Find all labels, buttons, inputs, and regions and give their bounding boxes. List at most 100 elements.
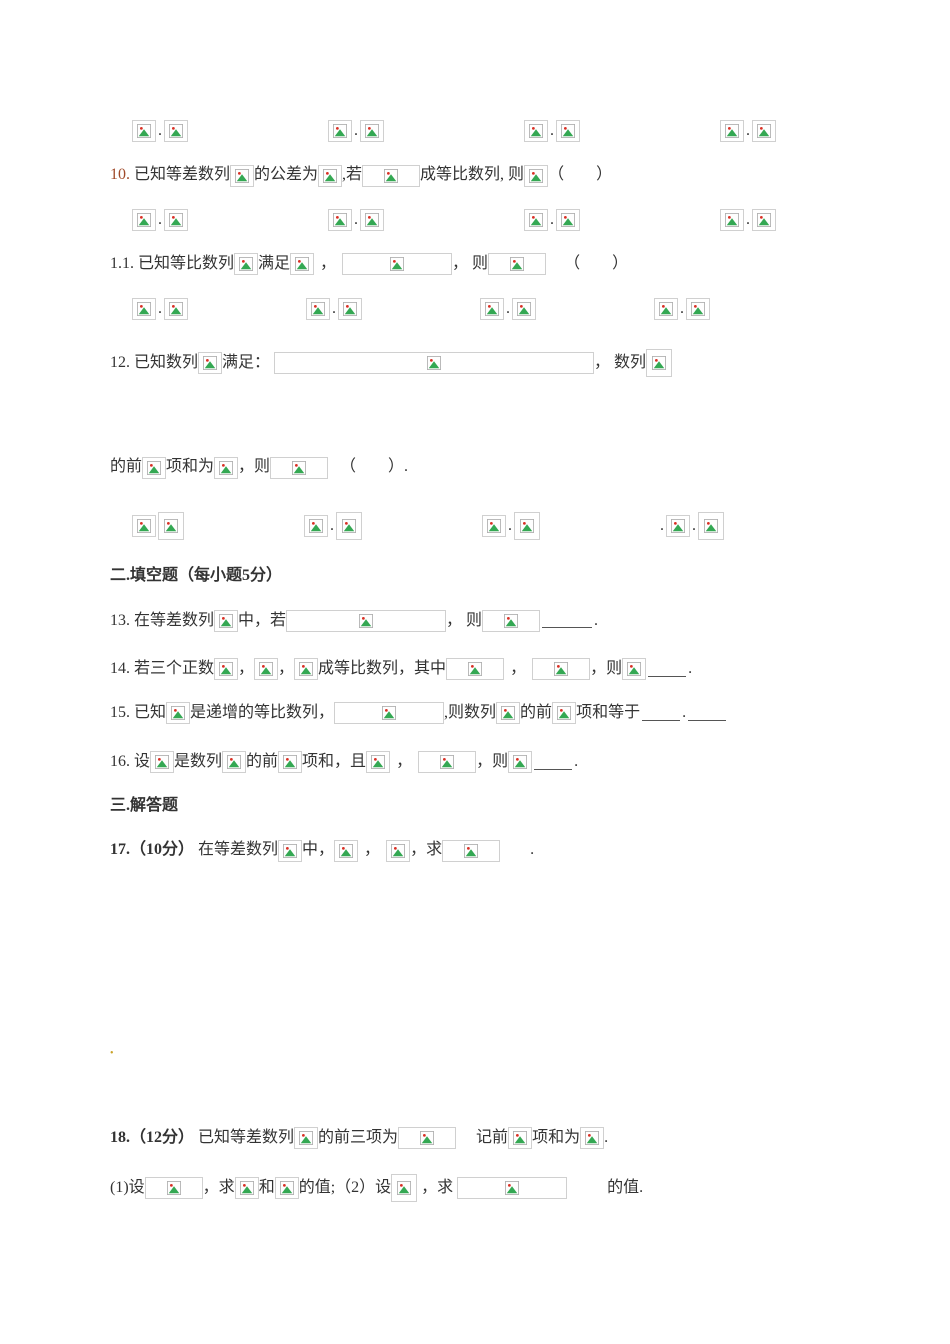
q17-t1: 在等差数列 bbox=[198, 835, 278, 865]
q16-t2: 是数列 bbox=[174, 747, 222, 777]
q13-t1: 在等差数列 bbox=[134, 606, 214, 636]
blank bbox=[542, 613, 592, 628]
q11-t5: （ ） bbox=[564, 249, 628, 279]
placeholder-icon bbox=[482, 610, 540, 632]
q12-l2b: 项和为 bbox=[166, 452, 214, 482]
placeholder-icon bbox=[362, 165, 420, 187]
q18-t5: . bbox=[604, 1123, 608, 1153]
q-top-options: . . . . bbox=[132, 116, 850, 146]
q12-text-2: 的前 项和为 ，则 （ ）. bbox=[110, 452, 850, 482]
q12-options: . . .. bbox=[132, 511, 850, 541]
placeholder-icon bbox=[360, 120, 384, 142]
q15-t3: ,则数列 bbox=[444, 698, 496, 728]
placeholder-icon bbox=[446, 658, 504, 680]
q18-p2b: 的值. bbox=[607, 1173, 643, 1203]
q10-opt-c: . bbox=[524, 205, 580, 235]
placeholder-icon bbox=[334, 840, 358, 862]
placeholder-icon bbox=[150, 751, 174, 773]
placeholder-icon bbox=[235, 1177, 259, 1199]
placeholder-icon bbox=[720, 209, 744, 231]
placeholder-icon bbox=[488, 253, 546, 275]
decorative-dot: • bbox=[110, 1044, 850, 1063]
q16-t5: ， bbox=[396, 747, 412, 777]
placeholder-icon bbox=[278, 751, 302, 773]
q17-t4: ，求 bbox=[410, 835, 442, 865]
q11-opt-b: . bbox=[306, 294, 362, 324]
placeholder-icon bbox=[391, 1174, 417, 1202]
q16-num: 16. bbox=[110, 747, 130, 777]
placeholder-icon bbox=[457, 1177, 567, 1199]
placeholder-icon bbox=[336, 512, 362, 540]
q14-t1: 若三个正数 bbox=[134, 654, 214, 684]
q17-num: 17.（10分） bbox=[110, 835, 194, 865]
placeholder-icon bbox=[294, 658, 318, 680]
q13-tail: . bbox=[594, 606, 598, 636]
placeholder-icon bbox=[234, 253, 258, 275]
placeholder-icon bbox=[214, 658, 238, 680]
q12-t2: 满足： bbox=[222, 348, 270, 378]
q10-options: . . . . bbox=[132, 205, 850, 235]
placeholder-icon bbox=[622, 658, 646, 680]
placeholder-icon bbox=[556, 209, 580, 231]
q15-t1: 已知 bbox=[134, 698, 166, 728]
q14-text: 14. 若三个正数 ， ， 成等比数列，其中 ， ，则 . bbox=[110, 654, 850, 684]
q10-t5: （ ） bbox=[548, 160, 612, 190]
q12-num: 12. bbox=[110, 348, 130, 378]
placeholder-icon bbox=[366, 751, 390, 773]
q10-text: 10. 已知等差数列 的公差为 ,若 成等比数列, 则 （ ） bbox=[110, 160, 850, 190]
placeholder-icon bbox=[698, 512, 724, 540]
q12-opt-a bbox=[132, 511, 184, 541]
placeholder-icon bbox=[686, 298, 710, 320]
q14-t3: ， bbox=[278, 654, 294, 684]
blank bbox=[688, 706, 726, 721]
q17-t2: 中， bbox=[302, 835, 334, 865]
placeholder-icon bbox=[360, 209, 384, 231]
placeholder-icon bbox=[654, 298, 678, 320]
q11-opt-a: . bbox=[132, 294, 188, 324]
placeholder-icon bbox=[254, 658, 278, 680]
q13-num: 13. bbox=[110, 606, 130, 636]
placeholder-icon bbox=[720, 120, 744, 142]
q10-t4: 成等比数列, 则 bbox=[420, 160, 524, 190]
q14-t6: ，则 bbox=[590, 654, 622, 684]
q14-num: 14. bbox=[110, 654, 130, 684]
placeholder-icon bbox=[318, 165, 342, 187]
placeholder-icon bbox=[514, 512, 540, 540]
q10-num: 10. bbox=[110, 160, 130, 190]
placeholder-icon bbox=[342, 253, 452, 275]
placeholder-icon bbox=[145, 1177, 203, 1199]
q12-opt-d: .. bbox=[660, 511, 724, 541]
placeholder-icon bbox=[328, 120, 352, 142]
opt-d: . bbox=[720, 116, 776, 146]
placeholder-icon bbox=[532, 658, 590, 680]
placeholder-icon bbox=[752, 120, 776, 142]
placeholder-icon bbox=[334, 702, 444, 724]
placeholder-icon bbox=[164, 298, 188, 320]
placeholder-icon bbox=[666, 515, 690, 537]
q18-parts: (1)设 ，求 和 的值;（2）设 ，求 的值. bbox=[110, 1173, 850, 1203]
q13-t2: 中，若 bbox=[238, 606, 286, 636]
placeholder-icon bbox=[164, 120, 188, 142]
q15-text: 15. 已知 是递增的等比数列， ,则数列 的前 项和等于 . bbox=[110, 698, 850, 728]
q11-opt-c: . bbox=[480, 294, 536, 324]
placeholder-icon bbox=[328, 209, 352, 231]
placeholder-icon bbox=[524, 120, 548, 142]
q18-t1: 已知等差数列 bbox=[198, 1123, 294, 1153]
placeholder-icon bbox=[508, 751, 532, 773]
placeholder-icon bbox=[164, 209, 188, 231]
placeholder-icon bbox=[496, 702, 520, 724]
q18-p1a: (1)设 bbox=[110, 1173, 145, 1203]
blank bbox=[648, 661, 686, 676]
placeholder-icon bbox=[646, 349, 672, 377]
q14-tail: . bbox=[688, 654, 692, 684]
q15-t2: 是递增的等比数列， bbox=[190, 698, 334, 728]
q11-t1: 已知等比数列 bbox=[138, 249, 234, 279]
placeholder-icon bbox=[274, 352, 594, 374]
q16-t6: ，则 bbox=[476, 747, 508, 777]
q14-t2: ， bbox=[238, 654, 254, 684]
placeholder-icon bbox=[508, 1127, 532, 1149]
placeholder-icon bbox=[286, 610, 446, 632]
placeholder-icon bbox=[304, 515, 328, 537]
q16-tail: . bbox=[574, 747, 578, 777]
placeholder-icon bbox=[278, 840, 302, 862]
